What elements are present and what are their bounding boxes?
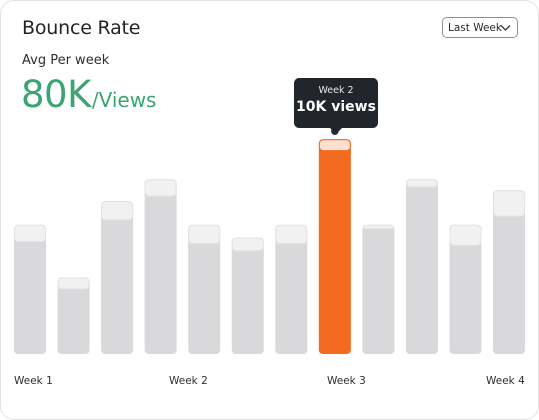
summary-value: 80K bbox=[21, 73, 91, 116]
bar-cap bbox=[101, 201, 134, 221]
bar-cap bbox=[449, 224, 482, 246]
bar bbox=[188, 224, 221, 354]
bar-cap bbox=[362, 224, 395, 230]
hover-tooltip: Week 2 10K views bbox=[294, 78, 378, 134]
bar bbox=[57, 277, 90, 354]
bar-cap bbox=[493, 190, 526, 217]
bar bbox=[318, 139, 351, 354]
summary-label: Avg Per week bbox=[22, 53, 110, 68]
bar bbox=[275, 224, 308, 354]
period-dropdown-label: Last Week bbox=[448, 21, 502, 34]
summary-value-group: 80K/Views bbox=[21, 73, 156, 116]
bar-cap bbox=[188, 224, 221, 244]
summary-unit: /Views bbox=[91, 88, 157, 112]
bar-cap bbox=[57, 277, 90, 290]
bar bbox=[101, 201, 134, 354]
bar-cap bbox=[231, 237, 264, 252]
bar bbox=[231, 237, 264, 354]
bar bbox=[405, 179, 438, 354]
tooltip-week: Week 2 bbox=[318, 85, 354, 96]
bar-cap bbox=[14, 224, 46, 243]
period-dropdown[interactable]: Last Week bbox=[442, 17, 518, 38]
x-tick-label: Week 3 bbox=[327, 375, 366, 387]
x-tick-label: Week 2 bbox=[169, 375, 208, 387]
bar bbox=[449, 224, 482, 354]
bar-cap bbox=[405, 179, 438, 188]
x-tick-label: Week 1 bbox=[14, 375, 53, 387]
tooltip-value: 10K views bbox=[296, 99, 376, 115]
bar-cap bbox=[318, 139, 351, 152]
bar bbox=[362, 224, 395, 354]
bar-cap bbox=[275, 224, 308, 244]
x-tick-label: Week 4 bbox=[486, 375, 525, 387]
bars-group bbox=[14, 125, 526, 354]
bar bbox=[14, 224, 46, 354]
card-title: Bounce Rate bbox=[22, 17, 141, 39]
bar bbox=[493, 190, 526, 354]
chevron-down-icon bbox=[500, 25, 511, 31]
bar-cap bbox=[144, 179, 177, 197]
bar bbox=[144, 179, 177, 354]
